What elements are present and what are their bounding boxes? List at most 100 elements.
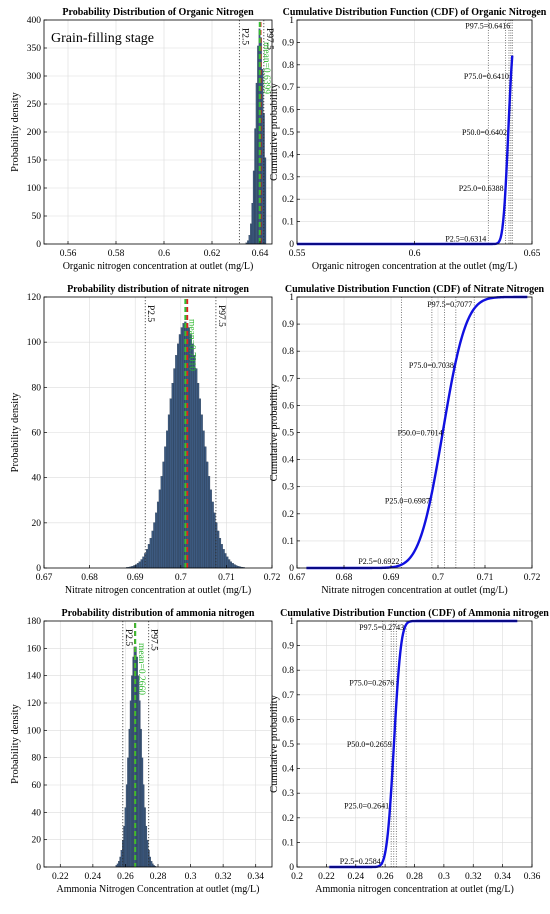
- y-tick-label: 0.7: [282, 83, 294, 93]
- histogram-bar: [229, 561, 232, 569]
- y-axis-label: Cumulative probability: [269, 694, 280, 792]
- y-tick-label: 100: [27, 726, 42, 736]
- percentile-label: P2.5=0.6922: [358, 557, 399, 566]
- histogram-bar: [197, 383, 200, 569]
- chart-p2: P2.5=0.6314 P25.0=0.6388 P50.0=0.6402 P75.0…: [269, 7, 547, 272]
- histogram-bar: [204, 446, 207, 569]
- x-axis-label: Organic nitrogen concentration at the ou…: [312, 261, 517, 272]
- histogram-bar: [162, 461, 165, 569]
- histogram-bar: [261, 68, 264, 245]
- histogram-bar: [147, 544, 150, 569]
- histogram-bar: [145, 825, 148, 868]
- percentile-label: P75.0=0.7038: [409, 361, 454, 370]
- y-tick-label: 0: [36, 564, 41, 574]
- y-tick-label: 0.6: [282, 715, 294, 725]
- histogram-bar: [146, 549, 149, 569]
- histogram-bar: [119, 856, 121, 868]
- x-tick-label: 0.67: [36, 573, 53, 583]
- y-tick-label: 20: [32, 836, 42, 846]
- x-tick-label: 0.34: [247, 872, 264, 882]
- histogram-bar: [116, 863, 119, 868]
- histogram-bar: [141, 757, 144, 868]
- x-tick-label: 0.22: [52, 872, 69, 882]
- y-tick-label: 150: [27, 156, 42, 166]
- x-tick-label: 0.7: [175, 573, 187, 583]
- histogram-bar: [167, 414, 170, 569]
- chart-title: Cumulative Distribution Function (CDF) o…: [280, 608, 549, 619]
- x-tick-label: 0.34: [494, 872, 511, 882]
- histogram-bar: [150, 861, 153, 868]
- histogram-bar: [149, 856, 151, 868]
- percentile-label: P97.5=0.6416: [465, 22, 510, 31]
- histogram-bar: [140, 559, 143, 569]
- histogram-bar: [136, 563, 139, 569]
- mean-label: mean=0.2660: [136, 643, 146, 695]
- histogram-bar: [164, 446, 167, 569]
- chart-p4: P2.5=0.6922 P25.0=0.6987 P50.0=0.7014 P75.0…: [269, 284, 545, 596]
- y-tick-label: 350: [27, 44, 42, 54]
- x-tick-label: 0.67: [289, 573, 306, 583]
- y-tick-label: 0.8: [282, 666, 294, 676]
- y-tick-label: 100: [27, 184, 42, 194]
- y-tick-label: 400: [27, 16, 42, 26]
- histogram-bar: [220, 544, 223, 569]
- histogram-bar: [127, 757, 129, 868]
- x-tick-label: 0.3: [185, 872, 197, 882]
- chart-p3: P2.5 P97.5 mean=0.7010 0.67 0.68 0.69 0.7 0.71 0…: [10, 284, 281, 596]
- y-tick-label: 0.6: [282, 106, 294, 116]
- x-tick-label: 0.64: [252, 249, 269, 259]
- histogram-bar: [173, 368, 176, 569]
- histogram-bar: [193, 355, 196, 569]
- histogram-bar: [131, 675, 133, 868]
- y-tick-label: 0.4: [282, 456, 294, 466]
- mean-label: mean=0.7010: [186, 319, 196, 371]
- y-tick-label: 160: [27, 644, 42, 654]
- histogram-bar: [254, 128, 257, 245]
- y-tick-label: 120: [27, 699, 42, 709]
- x-tick-label: 0.68: [336, 573, 353, 583]
- x-tick-label: 0.56: [60, 249, 77, 259]
- histogram-bar: [125, 784, 128, 868]
- histogram-bar: [255, 82, 258, 245]
- histogram-bar: [120, 850, 123, 868]
- histogram-bar: [123, 825, 125, 868]
- histogram-bar: [257, 45, 259, 245]
- y-axis-label: Probability density: [10, 91, 21, 171]
- percentile-label: P25.0=0.2641: [344, 802, 389, 811]
- histogram-bar: [144, 807, 146, 868]
- histogram-bar: [128, 728, 131, 868]
- y-tick-label: 0.3: [282, 789, 294, 799]
- y-tick-label: 0: [36, 863, 41, 873]
- histogram-bar: [177, 343, 180, 569]
- y-tick-label: 140: [27, 672, 42, 682]
- y-tick-label: 300: [27, 72, 42, 82]
- histogram-bar: [233, 564, 236, 569]
- y-tick-label: 0: [36, 240, 41, 250]
- histogram-bar: [140, 728, 142, 868]
- histogram-bar: [211, 501, 214, 569]
- histogram-bar: [213, 512, 216, 569]
- percentile-label: P2.5: [239, 28, 249, 45]
- x-tick-label: 0.7: [432, 573, 444, 583]
- histogram-bar: [222, 549, 225, 569]
- y-tick-label: 0.1: [282, 838, 294, 848]
- histogram-bar: [218, 538, 222, 569]
- percentile-label: P97.5: [264, 28, 274, 50]
- histogram-bar: [158, 489, 161, 569]
- histogram-bar: [251, 202, 254, 245]
- x-tick-label: 0.62: [204, 249, 221, 259]
- x-tick-label: 0.69: [383, 573, 400, 583]
- y-tick-label: 1: [289, 617, 294, 627]
- histogram-bar: [252, 170, 255, 245]
- percentile-label: P2.5: [145, 305, 155, 322]
- chart-title: Probability distribution of ammonia nitr…: [62, 608, 255, 619]
- x-tick-label: 0.24: [347, 872, 364, 882]
- chart-title: Probability distribution of nitrate nitr…: [67, 284, 249, 295]
- y-tick-label: 0.2: [282, 195, 294, 205]
- histogram-bar: [153, 522, 156, 569]
- histogram-bar: [202, 430, 205, 569]
- chart-title: Cumulative Distribution Function (CDF) o…: [283, 7, 547, 18]
- chart-p6: P2.5=0.2584 P25.0=0.2641 P50.0=0.2659 P75.0…: [269, 608, 549, 895]
